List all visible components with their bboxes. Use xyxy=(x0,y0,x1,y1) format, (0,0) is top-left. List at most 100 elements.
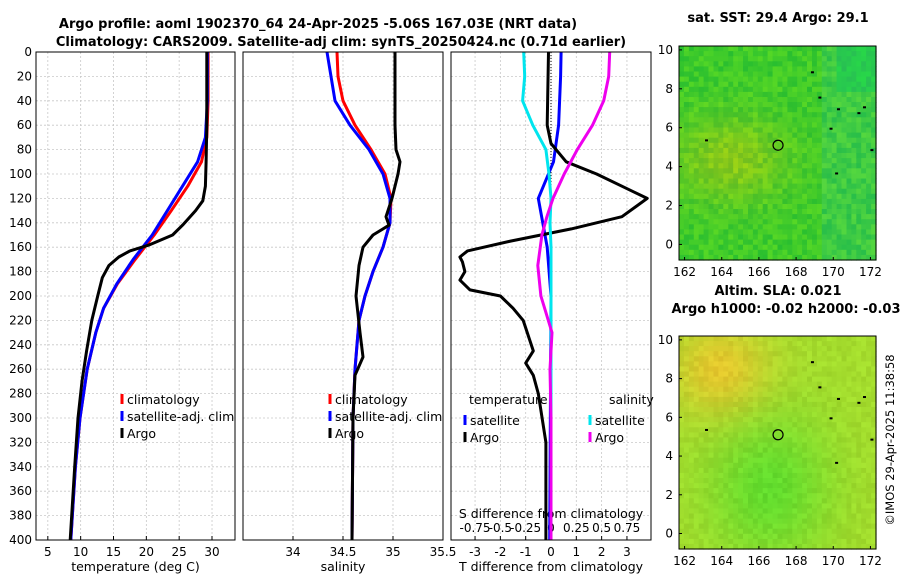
map-cell xyxy=(752,533,759,540)
map-cell xyxy=(802,508,808,515)
map-cell xyxy=(871,66,877,73)
map-cell xyxy=(767,153,774,159)
map-cell xyxy=(812,422,818,428)
map-cell xyxy=(782,188,788,195)
map-cell xyxy=(703,396,710,403)
map-cell xyxy=(679,371,685,378)
map-cell xyxy=(703,244,710,251)
map-cell xyxy=(797,66,803,73)
map-cell xyxy=(831,508,838,515)
map-cell xyxy=(777,209,783,215)
map-cell xyxy=(693,391,700,398)
map-cell xyxy=(797,483,803,489)
map-cell xyxy=(841,478,847,484)
legend-label: satellite-adj. clim xyxy=(335,409,442,424)
map-cell xyxy=(851,173,857,180)
map-cell xyxy=(836,376,843,383)
map-cell xyxy=(683,193,690,200)
map-cell xyxy=(812,518,818,525)
map-cell xyxy=(802,97,808,103)
map-cell xyxy=(802,523,808,530)
map-cell xyxy=(797,503,803,510)
map-cell xyxy=(733,127,739,134)
map-cell xyxy=(807,168,813,174)
map-cell xyxy=(871,112,877,118)
map-cell xyxy=(812,447,818,454)
map-cell xyxy=(812,538,818,545)
map-cell xyxy=(831,102,838,108)
map-cell xyxy=(851,97,857,103)
map-cell xyxy=(856,168,862,174)
map-cell xyxy=(812,376,818,383)
map-cell xyxy=(807,188,813,195)
map-cell xyxy=(698,447,705,454)
map-cell xyxy=(807,437,813,444)
map-cell xyxy=(757,244,764,251)
map-cell xyxy=(718,437,724,444)
map-cell xyxy=(846,51,852,57)
map-cell xyxy=(851,386,857,393)
map-cell xyxy=(733,61,739,67)
map-cell xyxy=(738,472,744,479)
map-cell xyxy=(836,137,843,144)
map-cell xyxy=(792,366,798,373)
map-cell xyxy=(728,254,734,261)
map-cell xyxy=(683,219,690,225)
map-cell xyxy=(688,46,695,52)
map-cell xyxy=(693,513,700,520)
map-cell xyxy=(683,341,690,347)
map-cell xyxy=(767,132,774,139)
map-cell xyxy=(871,71,877,78)
map-cell xyxy=(777,366,783,373)
y-tick-label: 340 xyxy=(9,460,32,474)
map-cell xyxy=(752,472,759,479)
map-cell xyxy=(797,427,803,433)
map-cell xyxy=(718,254,724,261)
map-cell xyxy=(787,366,793,373)
map-cell xyxy=(693,142,700,149)
map-cell xyxy=(748,447,754,454)
map-cell xyxy=(826,422,833,428)
map-cell xyxy=(782,183,788,190)
map-cell xyxy=(757,198,764,205)
map-cell xyxy=(757,422,764,428)
map-cell xyxy=(821,229,828,236)
map-cell xyxy=(762,188,769,195)
map-cell xyxy=(821,147,828,154)
map-cell xyxy=(841,452,847,459)
map-cell xyxy=(802,209,808,215)
map-cell xyxy=(767,417,774,423)
map-cell xyxy=(718,538,724,545)
map-cell xyxy=(856,153,862,159)
map-cell xyxy=(866,467,872,474)
map-cell xyxy=(807,97,813,103)
map-cell xyxy=(743,224,749,230)
map-cell xyxy=(871,229,877,236)
map-cell xyxy=(807,422,813,428)
map-cell xyxy=(733,533,739,540)
map-cell xyxy=(826,478,833,484)
map-cell xyxy=(772,183,779,190)
map-cell xyxy=(797,71,803,78)
map-cell xyxy=(821,112,828,118)
map-cell xyxy=(812,56,818,62)
map-cell xyxy=(703,147,710,154)
map-cell xyxy=(812,86,818,93)
map-cell xyxy=(846,76,852,83)
map-cell xyxy=(856,401,862,408)
map-cell xyxy=(812,351,818,357)
map-cell xyxy=(713,76,719,83)
map-cell xyxy=(698,214,705,220)
map-cell xyxy=(698,407,705,413)
map-cell xyxy=(698,513,705,520)
map-cell xyxy=(846,508,852,515)
map-cell xyxy=(762,51,769,57)
map-cell xyxy=(728,513,734,520)
map-cell xyxy=(679,107,685,113)
map-cell xyxy=(772,528,779,535)
map-cell xyxy=(723,153,729,159)
map-cell xyxy=(693,249,700,256)
map-cell xyxy=(738,391,744,398)
map-cell xyxy=(841,122,847,129)
map-cell xyxy=(841,102,847,108)
